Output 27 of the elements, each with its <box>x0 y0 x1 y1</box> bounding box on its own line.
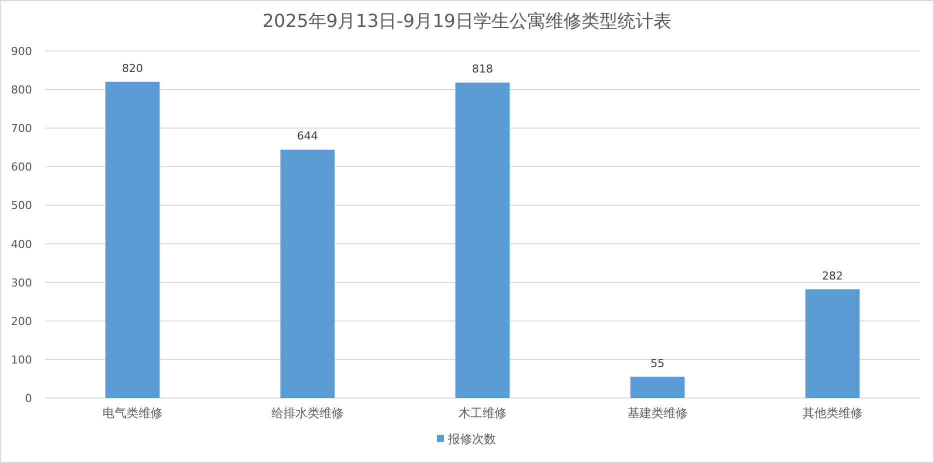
bar <box>280 150 335 398</box>
x-tick-label: 木工维修 <box>458 406 506 420</box>
y-tick-label: 800 <box>11 84 32 97</box>
y-tick-label: 100 <box>11 353 32 366</box>
data-label: 55 <box>650 356 664 370</box>
y-tick-label: 500 <box>11 199 32 212</box>
x-tick-label: 基建类维修 <box>628 406 688 420</box>
bar <box>105 82 160 398</box>
data-label: 818 <box>472 62 493 76</box>
x-tick-label: 电气类维修 <box>102 406 162 420</box>
y-tick-label: 200 <box>11 314 32 328</box>
x-tick-label: 给排水类维修 <box>272 406 344 420</box>
y-tick-label: 400 <box>11 238 32 251</box>
data-label: 282 <box>822 269 843 282</box>
legend-label: 报修次数 <box>447 432 496 446</box>
bar <box>630 376 685 398</box>
y-tick-label: 300 <box>11 276 32 290</box>
x-tick-label: 其他类维修 <box>802 406 862 420</box>
chart-title: 2025年9月13日-9月19日学生公寓维修类型统计表 <box>262 11 672 32</box>
data-label: 820 <box>122 62 143 75</box>
y-tick-label: 600 <box>11 160 32 174</box>
bar <box>805 289 860 398</box>
y-tick-label: 900 <box>11 45 32 58</box>
y-tick-label: 700 <box>11 122 32 136</box>
y-tick-label: 0 <box>25 392 32 405</box>
bar <box>455 82 510 398</box>
data-label: 644 <box>297 130 318 143</box>
